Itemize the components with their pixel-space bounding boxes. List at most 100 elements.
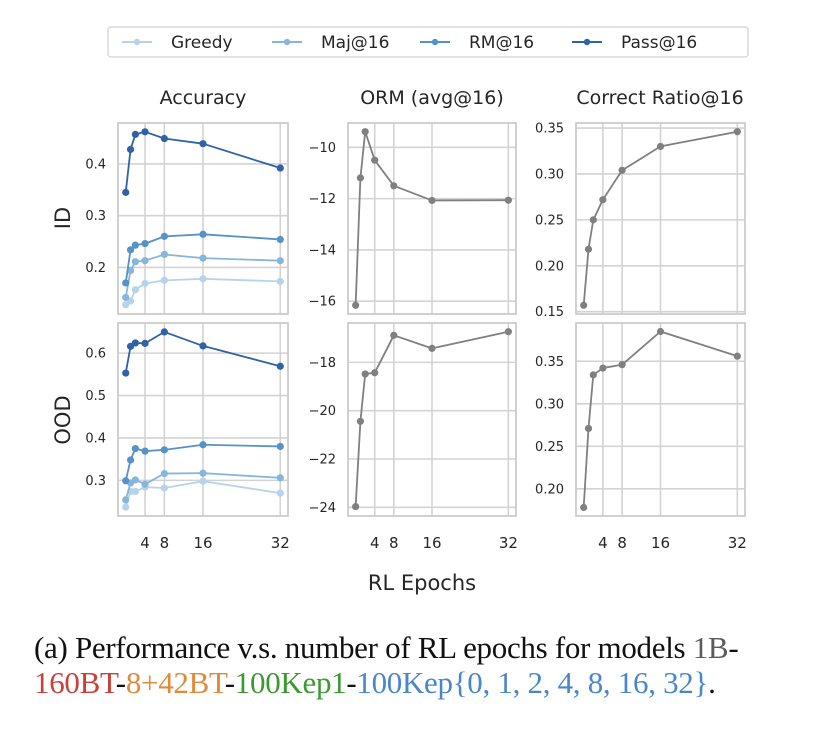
col-title-accuracy: Accuracy [160,87,247,109]
y-tick-label: 0.5 [85,389,106,404]
data-point [141,279,149,288]
data-point [160,232,168,240]
data-point [160,276,168,284]
data-point [589,216,597,224]
data-point [276,362,284,370]
series-correct-ratio [580,128,741,309]
y-tick-label: 0.3 [85,209,106,224]
series-greedy [122,275,284,309]
y-tick-label: −10 [309,141,336,156]
panel-accuracy-ood: 0.3 0.4 0.5 0.6 4 8 16 32 [85,322,290,552]
data-point [618,361,626,369]
data-point [584,424,593,433]
data-point [276,235,284,244]
data-point [141,128,149,136]
axes-frame [117,122,289,315]
data-point [352,502,360,511]
data-point [122,369,130,377]
legend-marker [283,38,291,46]
data-point [199,477,207,485]
data-point [199,230,207,238]
series-orm [352,128,512,309]
data-point [141,480,149,488]
data-point [141,257,149,265]
y-tick-label: 0.30 [535,397,564,412]
series-maj-16 [122,250,284,302]
data-point [122,293,130,302]
caption-segment: - [115,665,126,700]
caption-segment: . [708,665,716,700]
series-correct-ratio [580,327,741,512]
legend-label: Maj@16 [321,33,389,53]
data-point [618,166,626,174]
data-point [733,128,741,136]
x-tick-label: 16 [651,534,670,552]
data-point [276,277,284,285]
legend-label: Greedy [171,33,233,53]
data-point [126,456,135,464]
data-point [733,352,741,360]
y-tick-label: 0.15 [535,305,564,320]
data-point [126,266,135,275]
data-point [584,245,593,253]
series-rm-16 [122,230,284,287]
data-point [656,142,665,151]
data-point [131,444,139,453]
figure: Greedy Maj@16 RM@16 Pass@16 Accuracy ORM (a… [51,26,749,595]
data-point [361,370,369,378]
data-point [580,503,588,512]
legend-marker [583,38,591,46]
y-tick-label: 0.30 [535,167,564,182]
data-point [199,441,207,449]
x-tick-label: 32 [271,534,290,552]
data-point [160,328,168,336]
row-label-id: ID [51,207,75,229]
y-tick-label: 0.6 [85,347,106,362]
data-point [141,240,149,248]
caption-segment: (a) Performance v.s. number of RL epochs… [34,630,693,665]
legend-entry-greedy: Greedy [122,33,233,53]
data-point [199,342,207,350]
legend-entry-maj-16: Maj@16 [272,33,389,53]
figure-caption: (a) Performance v.s. number of RL epochs… [34,630,794,700]
data-point [160,134,168,143]
col-title-correct-ratio: Correct Ratio@16 [576,87,743,109]
caption-segment: 8+42BT [125,665,225,700]
data-point [580,301,588,309]
data-point [122,188,130,196]
y-tick-label: 0.25 [535,213,564,228]
data-point [276,442,284,451]
data-point [131,241,139,249]
x-tick-label: 4 [370,534,380,552]
y-tick-label: −22 [309,452,336,467]
y-tick-label: 0.20 [535,482,564,497]
col-title-orm: ORM (avg@16) [360,87,504,109]
x-tick-label: 16 [193,534,212,552]
data-point [371,156,379,164]
x-axis-label: RL Epochs [368,571,476,595]
row-label-ood: OOD [51,395,75,444]
data-point [131,487,139,495]
x-tick-label: 16 [422,534,441,552]
data-point [276,257,284,265]
caption-segment: 1B [692,630,729,665]
y-tick-label: −14 [309,243,336,258]
panel-orm-id: −16 −14 −12 −10 [309,122,517,315]
x-tick-label: 32 [728,534,747,552]
y-tick-label: 0.3 [85,474,106,489]
y-tick-label: 0.2 [85,261,106,276]
y-tick-label: 0.35 [535,355,564,370]
legend-entry-rm-16: RM@16 [420,33,534,53]
caption-segment: - [728,630,739,665]
axes-frame [347,322,517,517]
y-tick-label: −24 [309,501,336,516]
caption-segment: 100Kep{0, 1, 2, 4, 8, 16, 32} [356,665,709,700]
data-point [356,174,365,182]
data-point [656,327,665,336]
data-point [371,369,379,377]
caption-segment: 100Kep1 [234,665,347,700]
data-point [428,344,436,352]
panel-accuracy-id: 0.2 0.3 0.4 [85,122,289,315]
data-point [160,469,168,478]
legend-label: RM@16 [469,33,534,53]
